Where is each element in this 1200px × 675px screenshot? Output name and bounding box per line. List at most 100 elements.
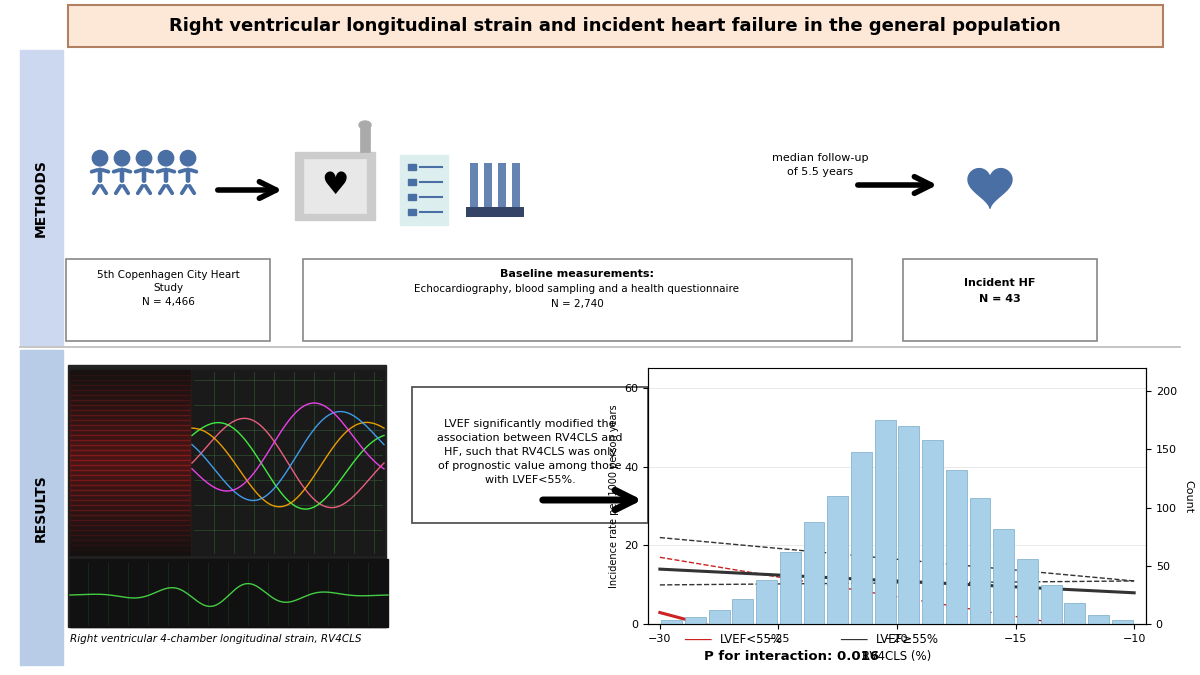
- Bar: [466, 207, 524, 217]
- Text: ───: ───: [684, 632, 712, 647]
- Bar: [295, 152, 374, 220]
- Bar: [70, 490, 190, 495]
- Bar: [70, 540, 190, 545]
- FancyArrowPatch shape: [157, 170, 163, 171]
- Bar: [70, 535, 190, 540]
- Text: ♥: ♥: [322, 171, 349, 200]
- Circle shape: [137, 151, 151, 166]
- Bar: [70, 525, 190, 530]
- Text: LVEF≥55%: LVEF≥55%: [876, 633, 940, 647]
- Y-axis label: Count: Count: [1183, 479, 1194, 513]
- Bar: [851, 452, 872, 624]
- Text: Incident HF: Incident HF: [965, 278, 1036, 288]
- Bar: [899, 426, 919, 624]
- Bar: [70, 440, 190, 445]
- Text: median follow-up
of 5.5 years: median follow-up of 5.5 years: [772, 153, 869, 177]
- Bar: [70, 475, 190, 480]
- Bar: [304, 159, 366, 213]
- Bar: [20, 350, 64, 665]
- FancyArrowPatch shape: [146, 170, 152, 171]
- Bar: [68, 365, 386, 627]
- Bar: [732, 599, 754, 624]
- Circle shape: [180, 151, 196, 166]
- Circle shape: [92, 151, 108, 166]
- Bar: [70, 545, 190, 550]
- Text: ───: ───: [840, 632, 868, 647]
- Bar: [70, 390, 190, 395]
- Bar: [70, 410, 190, 415]
- FancyArrowPatch shape: [136, 170, 142, 171]
- Bar: [70, 445, 190, 450]
- FancyBboxPatch shape: [68, 5, 1163, 47]
- Polygon shape: [968, 169, 1012, 209]
- Text: Right ventricular longitudinal strain and incident heart failure in the general : Right ventricular longitudinal strain an…: [169, 17, 1061, 35]
- Bar: [70, 480, 190, 485]
- FancyBboxPatch shape: [302, 259, 852, 341]
- Bar: [70, 485, 190, 490]
- Bar: [70, 510, 190, 515]
- FancyArrowPatch shape: [190, 186, 194, 193]
- Bar: [804, 522, 824, 624]
- Ellipse shape: [359, 121, 371, 129]
- Bar: [70, 400, 190, 405]
- Bar: [685, 618, 706, 624]
- Text: N = 43: N = 43: [979, 294, 1021, 304]
- Bar: [70, 515, 190, 520]
- FancyArrowPatch shape: [125, 170, 131, 171]
- FancyArrowPatch shape: [94, 186, 98, 193]
- Bar: [70, 520, 190, 525]
- Text: LVEF significantly modified the
association between RV4CLS and
HF, such that RV4: LVEF significantly modified the associat…: [437, 419, 623, 485]
- Bar: [70, 505, 190, 510]
- FancyArrowPatch shape: [160, 186, 164, 193]
- Bar: [1064, 603, 1085, 624]
- Bar: [922, 440, 943, 624]
- Bar: [192, 370, 384, 555]
- Text: Study: Study: [152, 283, 184, 293]
- Bar: [498, 163, 506, 213]
- Bar: [946, 470, 967, 624]
- FancyBboxPatch shape: [412, 387, 648, 523]
- Text: N = 2,740: N = 2,740: [551, 299, 604, 309]
- Text: N = 4,466: N = 4,466: [142, 297, 194, 307]
- Bar: [994, 529, 1014, 624]
- Bar: [70, 495, 190, 500]
- Bar: [470, 163, 478, 213]
- Circle shape: [158, 151, 174, 166]
- Bar: [780, 552, 800, 624]
- Bar: [70, 425, 190, 430]
- FancyArrowPatch shape: [191, 170, 197, 171]
- Text: Baseline measurements:: Baseline measurements:: [500, 269, 654, 279]
- Bar: [70, 430, 190, 435]
- FancyArrowPatch shape: [115, 186, 120, 193]
- Text: Echocardiography, blood sampling and a health questionnaire: Echocardiography, blood sampling and a h…: [414, 284, 739, 294]
- Bar: [70, 550, 190, 555]
- FancyArrowPatch shape: [145, 186, 150, 193]
- FancyArrowPatch shape: [114, 170, 119, 171]
- Bar: [408, 179, 416, 185]
- Bar: [400, 155, 448, 225]
- X-axis label: RV4CLS (%): RV4CLS (%): [863, 649, 931, 663]
- FancyArrowPatch shape: [180, 170, 185, 171]
- FancyArrowPatch shape: [103, 170, 108, 171]
- Bar: [70, 470, 190, 475]
- Bar: [360, 127, 370, 152]
- FancyArrowPatch shape: [168, 186, 173, 193]
- Bar: [512, 163, 520, 213]
- FancyArrowPatch shape: [91, 170, 97, 171]
- Text: RESULTS: RESULTS: [34, 474, 48, 542]
- Y-axis label: Incidence rate per 1000 person years: Incidence rate per 1000 person years: [608, 404, 618, 588]
- Bar: [70, 375, 190, 380]
- Text: LVEF<55%: LVEF<55%: [720, 633, 784, 647]
- Bar: [70, 380, 190, 385]
- Bar: [1088, 615, 1109, 624]
- FancyArrowPatch shape: [102, 186, 107, 193]
- Text: 5th Copenhagen City Heart: 5th Copenhagen City Heart: [97, 270, 239, 280]
- FancyBboxPatch shape: [904, 259, 1097, 341]
- Bar: [1112, 620, 1133, 624]
- Bar: [1040, 585, 1062, 624]
- Bar: [827, 496, 848, 624]
- Circle shape: [114, 151, 130, 166]
- Bar: [875, 421, 895, 624]
- Bar: [484, 163, 492, 213]
- Bar: [70, 460, 190, 465]
